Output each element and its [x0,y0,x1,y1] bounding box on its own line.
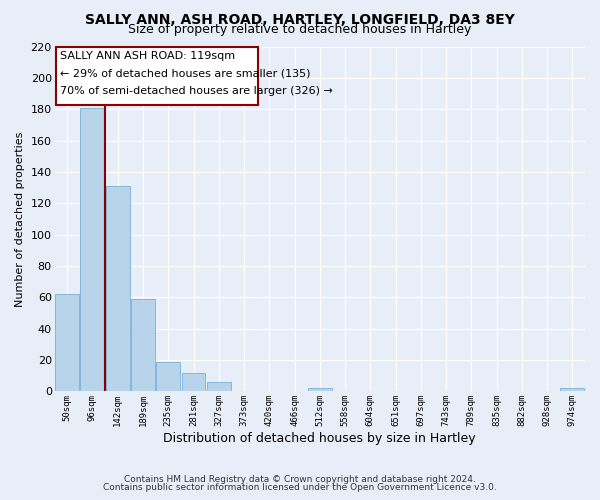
FancyBboxPatch shape [56,46,258,104]
Bar [106,186,130,392]
Text: Size of property relative to detached houses in Hartley: Size of property relative to detached ho… [128,24,472,36]
Bar [308,388,332,392]
X-axis label: Distribution of detached houses by size in Hartley: Distribution of detached houses by size … [163,432,476,445]
Text: ← 29% of detached houses are smaller (135): ← 29% of detached houses are smaller (13… [59,68,310,78]
Bar [560,388,584,392]
Bar [55,294,79,392]
Bar [131,299,155,392]
Text: 70% of semi-detached houses are larger (326) →: 70% of semi-detached houses are larger (… [59,86,332,96]
Text: Contains HM Land Registry data © Crown copyright and database right 2024.: Contains HM Land Registry data © Crown c… [124,474,476,484]
Y-axis label: Number of detached properties: Number of detached properties [15,132,25,306]
Text: SALLY ANN, ASH ROAD, HARTLEY, LONGFIELD, DA3 8EY: SALLY ANN, ASH ROAD, HARTLEY, LONGFIELD,… [85,12,515,26]
Bar [207,382,231,392]
Text: Contains public sector information licensed under the Open Government Licence v3: Contains public sector information licen… [103,483,497,492]
Text: SALLY ANN ASH ROAD: 119sqm: SALLY ANN ASH ROAD: 119sqm [59,51,235,61]
Bar [156,362,180,392]
Bar [80,108,104,392]
Bar [182,372,205,392]
